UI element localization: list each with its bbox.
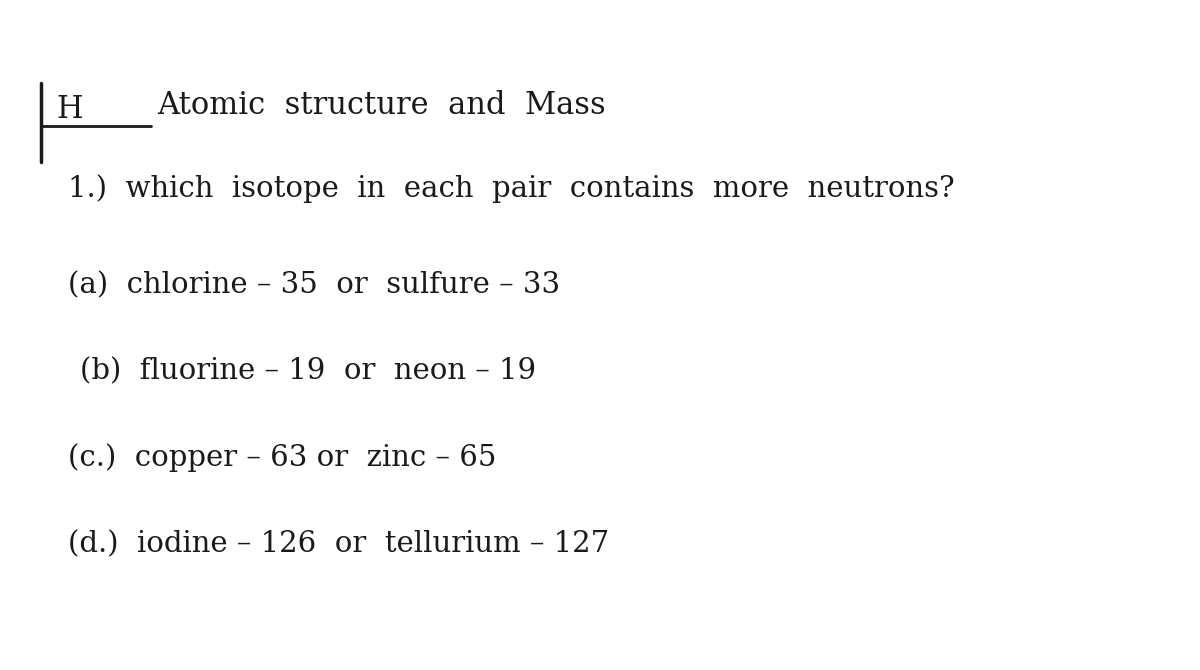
Text: 1.)  which  isotope  in  each  pair  contains  more  neutrons?: 1.) which isotope in each pair contains … (68, 174, 955, 203)
Text: (a)  chlorine – 35  or  sulfure – 33: (a) chlorine – 35 or sulfure – 33 (68, 271, 560, 299)
Text: H: H (56, 94, 83, 125)
Text: (c.)  copper – 63 or  zinc – 65: (c.) copper – 63 or zinc – 65 (68, 444, 497, 472)
Text: (d.)  iodine – 126  or  tellurium – 127: (d.) iodine – 126 or tellurium – 127 (68, 530, 610, 558)
Text: (b)  fluorine – 19  or  neon – 19: (b) fluorine – 19 or neon – 19 (80, 358, 536, 385)
Text: Atomic  structure  and  Mass: Atomic structure and Mass (157, 90, 606, 121)
